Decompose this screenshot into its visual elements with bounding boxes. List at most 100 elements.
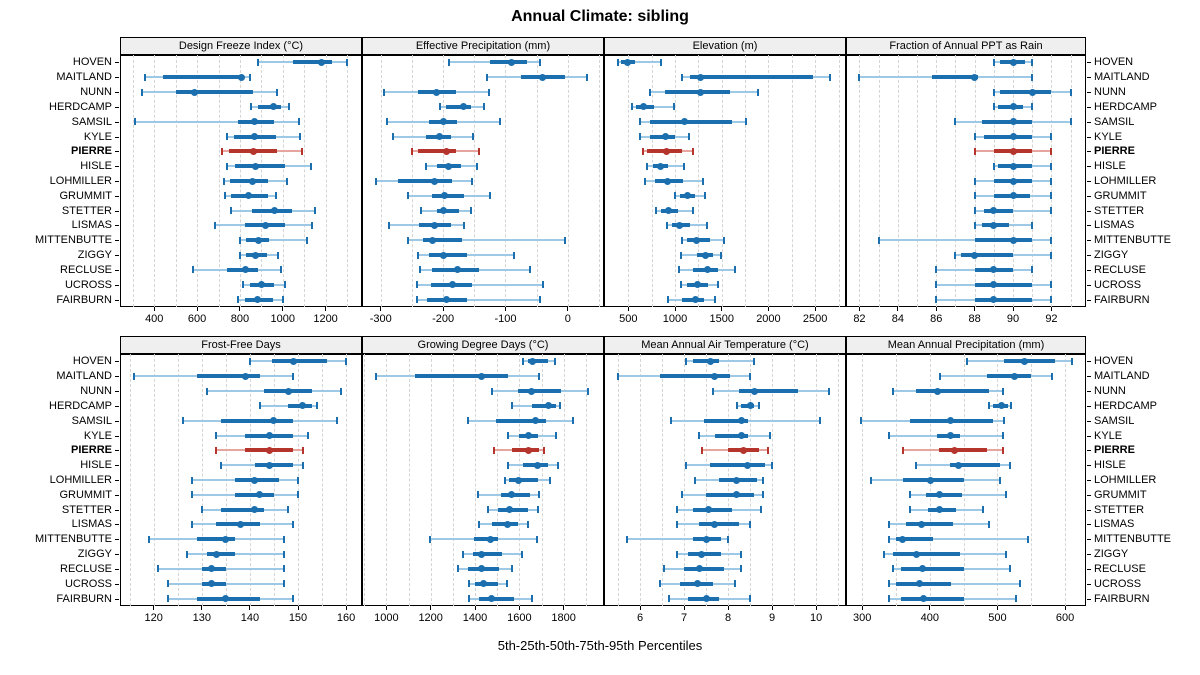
whisker-cap-95th [673,103,676,111]
x-axis-tick-label: 400 [920,612,939,624]
whisker-cap-5th [133,372,136,380]
whisker-cap-5th [133,118,136,126]
gridline [175,55,177,307]
gridline [768,55,770,307]
median-dot [664,207,672,215]
median-dot [946,432,954,440]
station-label-right: MAITLAND [1094,370,1150,383]
median-dot [750,387,758,395]
median-dot [639,103,647,111]
station-label-right: HERDCAMP [1094,100,1157,113]
station-tick-left [115,405,119,407]
station-tick-left [115,195,119,197]
x-axis-tick [639,606,641,610]
median-dot [1009,147,1017,155]
median-dot [529,357,537,365]
station-tick-left [115,598,119,600]
whisker-cap-5th [685,357,688,365]
panel-strip-title: Elevation (m) [604,37,846,55]
whisker-cap-95th [762,491,765,499]
x-axis-tick-label: 120 [144,612,163,624]
whisker-cap-5th [954,251,957,259]
gridline [563,354,565,606]
whisker-cap-95th [469,207,472,215]
whisker-cap-5th [510,402,513,410]
station-label-right: MITTENBUTTE [1094,533,1171,546]
whisker-cap-5th [891,387,894,395]
whisker-cap-5th [888,535,891,543]
x-axis-tick [767,307,769,311]
median-dot [236,520,244,528]
whisker-cap-95th [1009,565,1012,573]
x-axis-tick-label: 92 [1045,313,1058,325]
station-label-left: NUNN [80,86,112,99]
whisker-cap-95th [1050,162,1053,170]
station-tick-right [1087,435,1091,437]
gridline [346,354,348,606]
whisker-cap-95th [714,296,717,304]
median-dot [704,506,712,514]
iqr-bar-25-75 [518,389,562,394]
median-dot [439,251,447,259]
whisker-cap-95th [282,550,285,558]
whisker-cap-5th [226,133,229,141]
iqr-bar-25-75 [254,463,294,468]
station-tick-left [115,62,119,64]
station-tick-right [1087,240,1091,242]
iqr-bar-25-75 [496,418,546,423]
median-dot [514,476,522,484]
median-dot [990,296,998,304]
panel-strip-title: Mean Annual Air Temperature (°C) [604,336,846,354]
whisker-cap-5th [191,476,194,484]
station-tick-left [115,92,119,94]
whisker-cap-95th [1031,58,1034,66]
station-label-left: LISMAS [71,219,112,232]
whisker-cap-5th [157,565,160,573]
station-label-left: FAIRBURN [56,293,112,306]
iqr-bar-25-75 [422,238,463,243]
x-axis-tick-label: 500 [619,313,638,325]
median-dot [252,162,260,170]
whisker-cap-95th [571,417,574,425]
station-label-right: KYLE [1094,130,1123,143]
iqr-bar-25-75 [896,581,951,586]
whisker-cap-5th [901,446,904,454]
station-tick-right [1087,181,1091,182]
whisker-cap-95th [1001,387,1004,395]
iqr-bar-25-75 [699,522,740,527]
x-axis-caption: 5th-25th-50th-75th-95th Percentiles [497,638,703,653]
x-axis-tick [380,307,382,311]
whisker-5-95 [889,582,1020,585]
x-axis-tick-label: 150 [288,612,308,624]
gridline [218,55,220,307]
whisker-cap-95th [757,402,760,410]
whisker-cap-5th [415,281,418,289]
whisker-cap-95th [541,281,544,289]
gridline [859,55,861,307]
x-axis-tick-label: 500 [988,612,1007,624]
median-dot [746,402,754,410]
whisker-cap-95th [527,520,530,528]
iqr-bar-25-75 [926,492,962,497]
whisker-cap-95th [537,506,540,514]
gridline [322,354,324,606]
iqr-bar-25-75 [221,418,294,423]
iqr-bar-25-75 [418,149,456,154]
whisker-cap-5th [674,192,676,200]
iqr-bar-25-75 [950,463,1001,468]
iqr-bar-25-75 [1004,359,1055,364]
whisker-cap-5th [966,357,968,365]
whisker-5-95 [407,239,565,242]
whisker-cap-5th [468,595,471,603]
gridline [791,55,793,307]
whisker-cap-95th [753,357,756,365]
station-tick-right [1087,106,1091,108]
station-label-right: HOVEN [1094,56,1134,69]
whisker-cap-5th [507,432,510,440]
x-axis-tick-label: 2500 [802,313,828,325]
median-dot [508,491,516,499]
station-label-right: ZIGGY [1094,249,1129,262]
median-dot [505,506,513,514]
whisker-cap-95th [536,535,539,543]
whisker-5-95 [618,61,662,64]
